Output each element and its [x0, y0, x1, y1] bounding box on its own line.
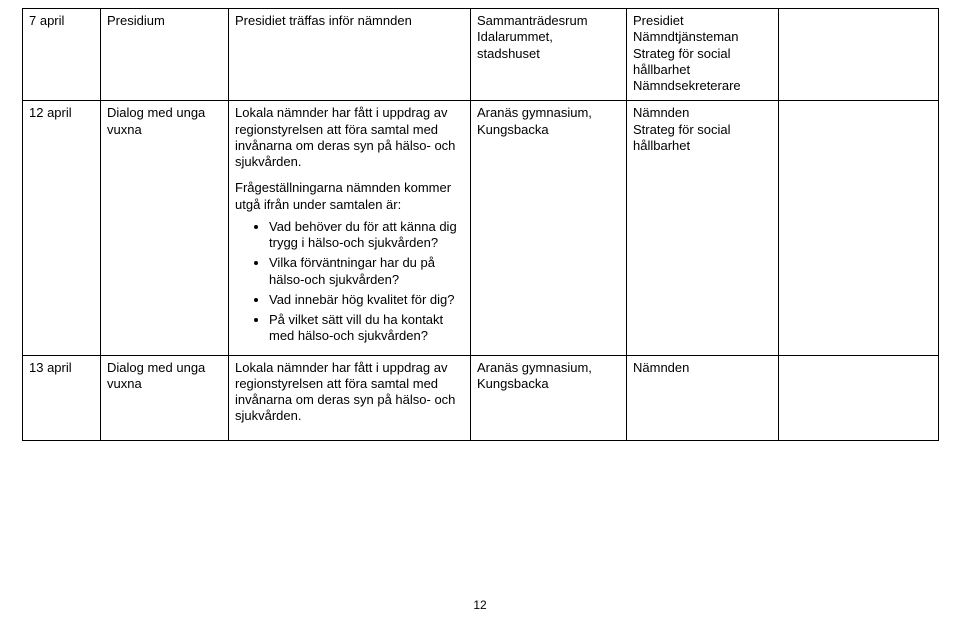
- cell-location: Sammanträdesrum Idalarummet, stadshuset: [471, 9, 627, 101]
- cell-who: Nämnden: [627, 355, 779, 440]
- cell-date: 13 april: [23, 355, 101, 440]
- document-page: 7 april Presidium Presidiet träffas infö…: [0, 0, 960, 623]
- text: Strateg för social: [633, 46, 731, 61]
- cell-location: Aranäs gymnasium, Kungsbacka: [471, 355, 627, 440]
- text: Lokala nämnder har fått i uppdrag av reg…: [235, 360, 464, 425]
- schedule-table: 7 april Presidium Presidiet träffas infö…: [22, 8, 939, 441]
- table-row: 7 april Presidium Presidiet träffas infö…: [23, 9, 939, 101]
- list-item: På vilket sätt vill du ha kontakt med hä…: [269, 312, 464, 345]
- cell-desc: Lokala nämnder har fått i uppdrag av reg…: [229, 355, 471, 440]
- text: Aranäs gymnasium,: [477, 360, 592, 375]
- page-number: 12: [0, 598, 960, 613]
- text: Aranäs gymnasium,: [477, 105, 592, 120]
- cell-date: 7 april: [23, 9, 101, 101]
- cell-desc: Presidiet träffas inför nämnden: [229, 9, 471, 101]
- cell-blank: [779, 9, 939, 101]
- text: stadshuset: [477, 46, 540, 61]
- text: vuxna: [107, 376, 142, 391]
- cell-blank: [779, 101, 939, 355]
- text: Dialog med unga: [107, 360, 205, 375]
- cell-who: Presidiet Nämndtjänsteman Strateg för so…: [627, 9, 779, 101]
- text: 12 april: [29, 105, 72, 120]
- cell-blank: [779, 355, 939, 440]
- list-item: Vilka förväntningar har du på hälso-och …: [269, 255, 464, 288]
- list-item: Vad innebär hög kvalitet för dig?: [269, 292, 464, 308]
- table-row: 13 april Dialog med unga vuxna Lokala nä…: [23, 355, 939, 440]
- text: Sammanträdesrum: [477, 13, 588, 28]
- cell-location: Aranäs gymnasium, Kungsbacka: [471, 101, 627, 355]
- text: Presidium: [107, 13, 165, 28]
- cell-type: Dialog med unga vuxna: [101, 355, 229, 440]
- bullet-list: Vad behöver du för att känna dig trygg i…: [235, 219, 464, 345]
- text: Idalarummet,: [477, 29, 553, 44]
- text: Strateg för social: [633, 122, 731, 137]
- text: Frågeställningarna nämnden kommer utgå i…: [235, 180, 464, 213]
- text: 7 april: [29, 13, 64, 28]
- cell-type: Presidium: [101, 9, 229, 101]
- text: 13 april: [29, 360, 72, 375]
- text: Nämndsekreterare: [633, 78, 741, 93]
- text: Nämndtjänsteman: [633, 29, 739, 44]
- text: hållbarhet: [633, 62, 690, 77]
- table-row: 12 april Dialog med unga vuxna Lokala nä…: [23, 101, 939, 355]
- cell-who: Nämnden Strateg för social hållbarhet: [627, 101, 779, 355]
- cell-date: 12 april: [23, 101, 101, 355]
- cell-type: Dialog med unga vuxna: [101, 101, 229, 355]
- text: hållbarhet: [633, 138, 690, 153]
- text: Nämnden: [633, 360, 689, 375]
- text: Presidiet: [633, 13, 684, 28]
- cell-desc: Lokala nämnder har fått i uppdrag av reg…: [229, 101, 471, 355]
- text: Kungsbacka: [477, 122, 549, 137]
- text: vuxna: [107, 122, 142, 137]
- text: Dialog med unga: [107, 105, 205, 120]
- text: Kungsbacka: [477, 376, 549, 391]
- text: Nämnden: [633, 105, 689, 120]
- text: Lokala nämnder har fått i uppdrag av reg…: [235, 105, 464, 170]
- text: Presidiet träffas inför nämnden: [235, 13, 412, 28]
- list-item: Vad behöver du för att känna dig trygg i…: [269, 219, 464, 252]
